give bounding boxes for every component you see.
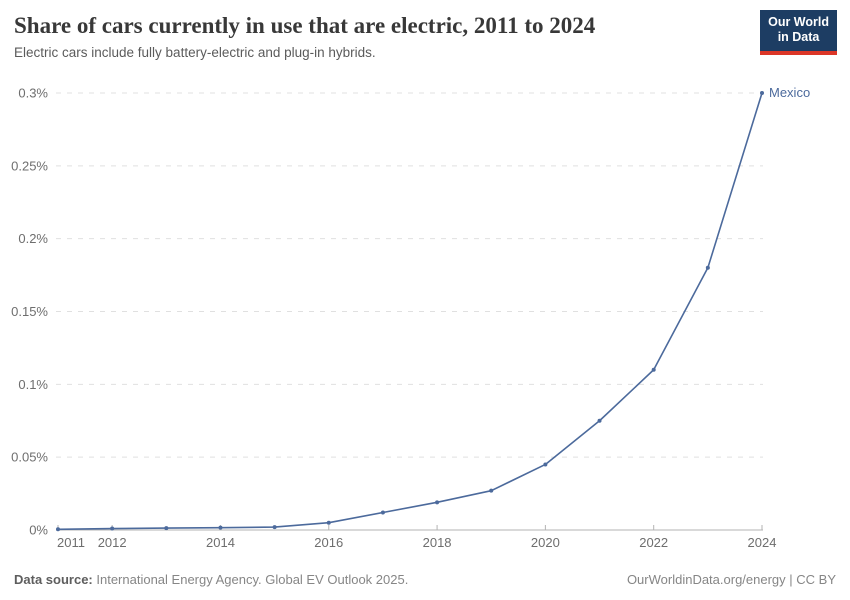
data-point-2021[interactable]: [597, 418, 602, 423]
chart-footer: Data source: International Energy Agency…: [14, 572, 836, 587]
data-point-2024[interactable]: [760, 91, 764, 95]
data-source-label: Data source:: [14, 572, 93, 587]
x-axis-tick-label: 2011: [57, 535, 85, 550]
y-axis-tick-label: 0.1%: [18, 377, 48, 392]
owid-logo-line1: Our World: [768, 15, 829, 29]
data-point-2013[interactable]: [164, 526, 169, 531]
chart-title: Share of cars currently in use that are …: [14, 13, 596, 38]
data-source-text: International Energy Agency. Global EV O…: [96, 572, 409, 587]
data-point-2020[interactable]: [543, 462, 548, 467]
chart-header: Share of cars currently in use that are …: [14, 13, 750, 60]
data-source: Data source: International Energy Agency…: [14, 572, 408, 587]
x-axis-tick-label: 2016: [314, 535, 343, 550]
mexico-line[interactable]: [57, 92, 763, 531]
data-point-2022[interactable]: [651, 367, 656, 372]
x-axis-tick-label: 2018: [423, 535, 452, 550]
x-axis-tick-label: 2024: [748, 535, 777, 550]
owid-url-license[interactable]: OurWorldinData.org/energy | CC BY: [626, 572, 836, 587]
data-point-2012[interactable]: [110, 526, 115, 531]
y-axis-tick-label: 0.25%: [11, 158, 48, 173]
y-axis-tick-label: 0.05%: [11, 450, 48, 465]
data-point-2018[interactable]: [435, 500, 440, 505]
chart-subtitle: Electric cars include fully battery-elec…: [14, 45, 376, 61]
owid-logo-line2: in Data: [777, 30, 820, 45]
data-point-2019[interactable]: [489, 488, 494, 493]
owid-logo[interactable]: Our World in Data: [760, 10, 837, 55]
data-point-2015[interactable]: [272, 525, 277, 530]
y-axis-tick-label: 0.3%: [18, 86, 48, 101]
data-point-2014[interactable]: [218, 525, 223, 530]
line-chart: 0% 0.05% 0.1% 0.15% 0.2% 0.25% 0.3% 2011 2012 201…: [11, 85, 810, 550]
data-point-2023[interactable]: [705, 265, 710, 270]
x-axis-tick-label: 2014: [206, 535, 235, 550]
data-point-2016[interactable]: [326, 520, 331, 525]
data-point-2011[interactable]: [56, 527, 60, 532]
series-label-mexico[interactable]: Mexico: [769, 85, 810, 100]
x-axis-tick-label: 2022: [639, 535, 668, 550]
y-axis-tick-label: 0%: [29, 523, 48, 538]
x-axis-tick-label: 2020: [531, 535, 560, 550]
data-point-2017[interactable]: [380, 510, 385, 515]
y-axis-tick-label: 0.15%: [11, 304, 48, 319]
y-axis-tick-label: 0.2%: [18, 231, 48, 246]
x-axis-tick-label: 2012: [98, 535, 127, 550]
